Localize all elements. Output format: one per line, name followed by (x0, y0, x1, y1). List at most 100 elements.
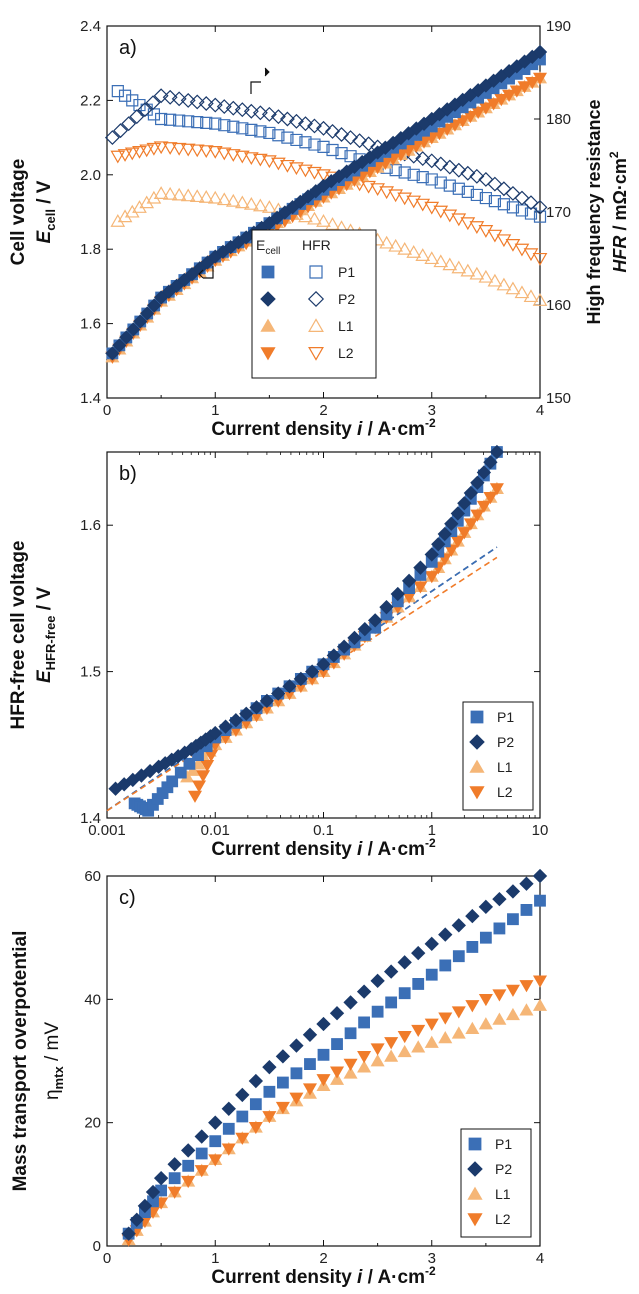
hfr-point (216, 147, 232, 161)
hfr-point (317, 140, 330, 153)
data-point (450, 535, 465, 549)
data-point (316, 657, 331, 672)
hfr-point (261, 106, 277, 122)
data-point (532, 44, 548, 60)
y-tick-label: 20 (84, 1115, 101, 1132)
data-point (471, 106, 486, 119)
legend-marker-open-P2 (307, 290, 325, 308)
x-axis-label: Current density i / A·cm-2 (211, 1264, 436, 1288)
y-axis-label-line1: Mass transport overpotential (10, 931, 31, 1192)
hfr-point (299, 136, 312, 149)
hfr-point (218, 119, 231, 132)
data-point (493, 922, 506, 935)
hfr-point (155, 112, 168, 126)
hfr-point (451, 162, 467, 178)
hfr-point (121, 116, 137, 132)
data-point (271, 686, 286, 701)
data-point (519, 876, 534, 891)
y-tick-label: 2.2 (80, 92, 101, 109)
data-point (505, 984, 520, 997)
y-tick-label: 2.4 (80, 18, 101, 35)
legend-label-L1: L1 (497, 759, 513, 775)
x-tick-label: 0.001 (88, 822, 126, 839)
data-point (476, 500, 491, 514)
hfr-point (478, 269, 494, 283)
hfr-point (488, 195, 501, 208)
legend-marker-P1 (470, 710, 484, 724)
data-point (534, 894, 546, 907)
data-point (379, 600, 394, 615)
hfr-point (271, 157, 286, 171)
legend-marker-L2 (260, 347, 276, 361)
hfr-point (442, 159, 458, 175)
hfr-point (469, 168, 485, 184)
data-point (438, 1031, 453, 1044)
data-point (192, 780, 207, 793)
data-point (105, 346, 120, 361)
legend: P1 P2 L1 L2 (460, 1128, 532, 1238)
data-point (330, 1066, 345, 1079)
hfr-point (388, 189, 404, 203)
data-point (357, 1051, 372, 1064)
hfr-point (104, 130, 120, 146)
data-point (507, 913, 519, 926)
legend-marker-P2 (469, 734, 485, 750)
hfr-point (406, 195, 422, 209)
hfr-point (129, 109, 145, 125)
data-point (505, 884, 521, 899)
hfr-point (514, 190, 530, 206)
data-point (305, 664, 320, 679)
hfr-point (113, 123, 128, 139)
x-tick-label: 3 (428, 402, 436, 419)
hfr-point (207, 190, 223, 204)
hfr-point (225, 193, 241, 207)
legend-marker-P2 (260, 291, 276, 307)
x-tick-label: 0 (103, 1250, 111, 1267)
y2-axis-label-line1: High frequency resistance (584, 99, 604, 324)
legend: P1 P2 L1 L2 (462, 701, 534, 811)
data-point (174, 766, 187, 779)
x-axis-label: Current density i / A·cm-2 (211, 416, 436, 440)
hfr-point (289, 162, 304, 176)
y2-tick-label: 170 (546, 204, 571, 221)
data-point (438, 1012, 453, 1025)
hfr-point (379, 235, 395, 249)
hfr-point (479, 191, 492, 205)
hfr-point (137, 102, 153, 118)
data-point (194, 1129, 209, 1144)
data-point (302, 1083, 317, 1096)
data-point (326, 648, 341, 663)
legend-header-ecell: Ecell (256, 237, 280, 257)
data-point (275, 1101, 290, 1115)
data-point (222, 1122, 235, 1135)
y-tick-label: 1.4 (80, 390, 101, 407)
data-point (492, 891, 507, 907)
legend: Ecell HFR P1 P2 L1 L2 (251, 229, 377, 379)
y2-axis-label-line2: HFR / mΩ·cm2 (607, 151, 630, 272)
data-point (397, 1030, 412, 1044)
data-point (263, 1085, 276, 1098)
hfr-point (406, 245, 422, 258)
data-point (465, 1000, 480, 1013)
hfr-point (505, 185, 521, 201)
hfr-point (505, 239, 521, 252)
hfr-point (162, 142, 178, 155)
data-point (384, 1049, 399, 1062)
hfr-point (252, 198, 268, 212)
hfr-point (124, 147, 140, 161)
x-tick-label: 3 (428, 1250, 436, 1267)
data-point (505, 1007, 520, 1021)
hfr-point (515, 204, 529, 217)
data-point (519, 980, 534, 993)
data-point (489, 483, 504, 496)
hfr-point (397, 241, 413, 255)
data-point (492, 1012, 507, 1025)
hfr-point (497, 198, 511, 211)
hfr-point (308, 138, 321, 151)
hfr-point (207, 97, 223, 113)
data-point (390, 586, 405, 602)
hfr-point (307, 211, 322, 225)
hfr-point (207, 146, 223, 159)
hfr-point (139, 195, 155, 209)
